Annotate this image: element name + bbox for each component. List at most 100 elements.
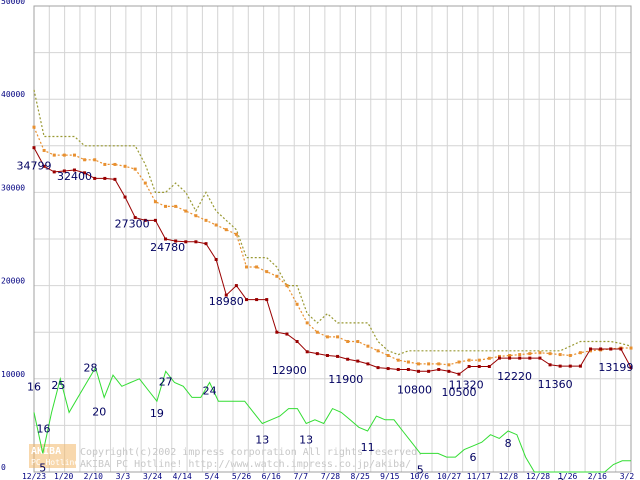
data-label-min: 18980 bbox=[209, 295, 244, 308]
x-tick-label: 12/23 bbox=[22, 472, 46, 480]
series-point-average bbox=[406, 360, 410, 364]
series-point-min bbox=[234, 284, 238, 288]
series-point-average bbox=[366, 344, 370, 348]
series-point-average bbox=[184, 209, 188, 213]
series-point-min bbox=[376, 366, 380, 370]
series-point-average bbox=[305, 321, 309, 325]
series-point-average bbox=[376, 349, 380, 353]
series-point-average bbox=[629, 346, 633, 350]
x-tick-label: 7/7 bbox=[294, 472, 309, 480]
series-point-min bbox=[174, 239, 178, 243]
series-point-min bbox=[406, 367, 410, 371]
series-point-average bbox=[83, 158, 87, 162]
series-line-min bbox=[33, 147, 632, 375]
data-label-min: 12220 bbox=[497, 370, 532, 383]
watermark-url: AKIBA PC Hotline! http://www.watch.impre… bbox=[80, 459, 411, 470]
series-point-average bbox=[315, 330, 319, 334]
series-point-min bbox=[295, 340, 299, 344]
series-point-min bbox=[285, 332, 289, 336]
series-point-min bbox=[447, 369, 451, 373]
series-point-min bbox=[336, 354, 340, 358]
series-point-min bbox=[629, 366, 633, 370]
x-tick-label: 1/26 bbox=[558, 472, 577, 480]
series-point-min bbox=[143, 218, 147, 222]
series-point-average bbox=[346, 340, 350, 344]
series-point-average bbox=[396, 358, 400, 362]
x-tick-label: 8/25 bbox=[351, 472, 370, 480]
series-point-average bbox=[244, 265, 248, 269]
series-point-average bbox=[133, 167, 137, 171]
y-tick-label: 10000 bbox=[1, 370, 25, 379]
series-point-average bbox=[447, 363, 451, 367]
series-point-average bbox=[93, 158, 97, 162]
series-point-average bbox=[477, 358, 481, 362]
series-point-average bbox=[204, 218, 208, 222]
series-point-min bbox=[204, 242, 208, 246]
x-tick-label: 6/16 bbox=[262, 472, 281, 480]
series-point-average bbox=[325, 335, 329, 339]
series-point-min bbox=[52, 170, 56, 174]
series-point-average bbox=[103, 162, 107, 166]
series-point-average bbox=[427, 362, 431, 366]
series-point-average bbox=[123, 164, 127, 168]
data-label-shops: 5 bbox=[417, 463, 424, 476]
series-point-min bbox=[467, 364, 471, 368]
series-point-average bbox=[194, 214, 198, 218]
series-line-shops bbox=[33, 366, 631, 473]
series-point-average bbox=[589, 349, 593, 353]
series-point-min bbox=[427, 369, 431, 373]
series-point-average bbox=[487, 356, 491, 360]
series-point-average bbox=[265, 270, 269, 274]
data-label-shops: 25 bbox=[51, 379, 65, 392]
x-tick-label: 7/28 bbox=[321, 472, 340, 480]
series-point-average bbox=[578, 351, 582, 355]
series-point-min bbox=[325, 354, 329, 357]
data-label-shops: 20 bbox=[92, 405, 106, 418]
series-point-min bbox=[548, 363, 552, 367]
y-tick-label: 0 bbox=[1, 463, 6, 472]
series-point-average bbox=[386, 354, 390, 357]
series-point-average bbox=[508, 354, 512, 357]
data-label-shops: 8 bbox=[505, 437, 512, 450]
x-tick-label: 10/27 bbox=[437, 472, 461, 480]
x-tick-label: 1/20 bbox=[54, 472, 73, 480]
series-point-average bbox=[72, 153, 76, 157]
data-label-min: 10800 bbox=[397, 383, 432, 396]
data-label-min: 11900 bbox=[328, 373, 363, 386]
series-point-min bbox=[123, 195, 127, 199]
series-line-average bbox=[33, 126, 631, 366]
series-point-min bbox=[417, 369, 421, 373]
series-point-min bbox=[265, 298, 269, 302]
series-point-min bbox=[609, 347, 613, 351]
series-point-average bbox=[518, 353, 522, 357]
data-label-min: 13199 bbox=[598, 361, 633, 374]
x-tick-label: 12/28 bbox=[526, 472, 550, 480]
series-point-average bbox=[255, 265, 259, 269]
series-point-min bbox=[113, 177, 117, 181]
data-label-min: 27300 bbox=[115, 218, 150, 231]
data-label-shops: 19 bbox=[150, 407, 164, 420]
data-label-min: 32400 bbox=[57, 170, 92, 183]
x-tick-label: 2/10 bbox=[84, 472, 103, 480]
x-tick-label: 12/8 bbox=[499, 472, 518, 480]
series-point-average bbox=[437, 362, 441, 366]
series-point-min bbox=[518, 356, 522, 360]
series-point-min bbox=[538, 356, 542, 360]
x-tick-label: 5/26 bbox=[232, 472, 251, 480]
series-point-min bbox=[255, 298, 259, 302]
x-tick-label: 3/2 bbox=[620, 472, 635, 480]
y-tick-label: 30000 bbox=[1, 183, 25, 192]
x-tick-label: 10/6 bbox=[410, 472, 429, 480]
series-point-min bbox=[93, 176, 97, 180]
series-point-min bbox=[508, 356, 512, 360]
series-point-average bbox=[548, 352, 552, 356]
y-tick-label: 40000 bbox=[1, 90, 25, 99]
watermark-logo-box bbox=[29, 444, 76, 468]
series-point-min bbox=[32, 146, 36, 150]
series-point-min bbox=[346, 357, 350, 361]
series-point-average bbox=[164, 204, 168, 208]
data-label-shops: 16 bbox=[27, 380, 41, 393]
